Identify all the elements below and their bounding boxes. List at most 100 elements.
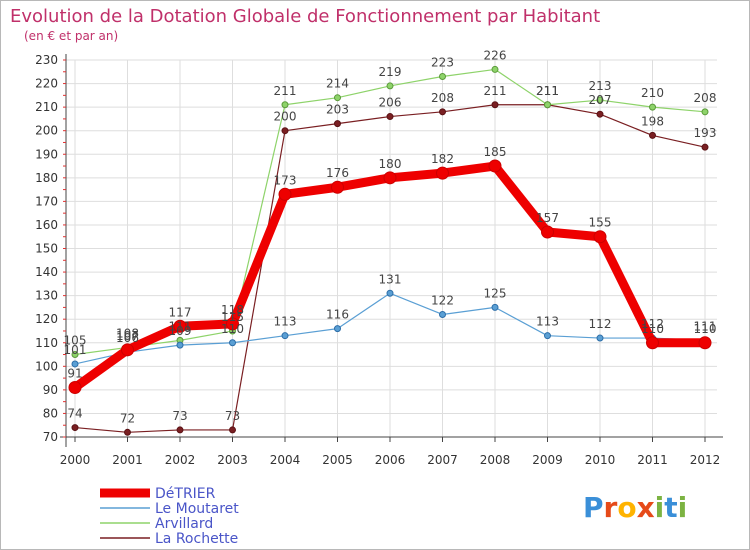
data-label: 108 <box>116 326 139 340</box>
data-point <box>439 72 446 80</box>
x-tick-label: 2011 <box>637 453 668 467</box>
logo-letter: o <box>617 491 636 524</box>
data-label: 117 <box>169 305 192 319</box>
logo-letter: r <box>604 491 618 524</box>
data-label: 155 <box>589 216 612 230</box>
data-label: 206 <box>379 96 402 110</box>
data-label: 111 <box>694 319 717 333</box>
data-label: 226 <box>484 48 507 62</box>
data-label: 211 <box>484 84 507 98</box>
chart-subtitle: (en € et par an) <box>24 29 118 43</box>
data-label: 122 <box>431 293 454 307</box>
series-la-rochette <box>71 101 709 436</box>
data-point <box>491 303 499 311</box>
x-tick-label: 2003 <box>217 453 248 467</box>
data-label: 112 <box>641 317 664 331</box>
data-label: 173 <box>274 173 297 187</box>
logo-letter: i <box>678 491 688 524</box>
data-label: 211 <box>536 84 559 98</box>
data-label: 208 <box>694 91 717 105</box>
data-label: 109 <box>169 324 192 338</box>
data-point <box>281 127 289 135</box>
data-point <box>386 289 394 297</box>
data-point <box>439 108 446 116</box>
y-tick-label: 180 <box>35 171 58 185</box>
series-arvillard <box>71 65 709 359</box>
data-point <box>68 381 82 395</box>
y-tick-label: 70 <box>43 430 58 444</box>
data-point <box>229 426 236 434</box>
data-label: 110 <box>694 322 717 336</box>
data-point <box>541 225 554 239</box>
x-tick-label: 2001 <box>112 453 143 467</box>
y-tick-label: 110 <box>35 336 58 350</box>
data-label: 223 <box>431 55 454 69</box>
data-label: 73 <box>225 409 240 423</box>
data-point <box>596 110 604 118</box>
data-point <box>596 334 604 342</box>
data-label: 112 <box>589 317 612 331</box>
data-label: 213 <box>589 79 612 93</box>
data-point <box>71 351 79 359</box>
data-label: 110 <box>221 322 244 336</box>
logo-letter: x <box>637 491 655 524</box>
data-label: 73 <box>172 409 187 423</box>
data-label: 113 <box>536 315 559 329</box>
y-tick-label: 200 <box>35 124 58 138</box>
data-point <box>593 230 607 244</box>
data-label: 101 <box>64 343 87 357</box>
x-tick-label: 2004 <box>270 453 301 467</box>
proxiti-logo: Proxiti <box>583 491 687 524</box>
y-tick-label: 100 <box>35 359 58 373</box>
data-label: 176 <box>326 166 349 180</box>
data-label: 113 <box>274 315 297 329</box>
data-label: 105 <box>64 334 87 348</box>
data-label: 180 <box>379 157 402 171</box>
y-tick-label: 80 <box>43 406 58 420</box>
data-label: 208 <box>431 91 454 105</box>
data-point <box>281 101 289 109</box>
legend-label-arvillard: Arvillard <box>155 516 213 532</box>
data-point <box>278 187 292 201</box>
data-label: 207 <box>589 93 612 107</box>
data-label: 116 <box>326 308 349 322</box>
data-label: 111 <box>169 319 192 333</box>
y-tick-label: 230 <box>35 53 58 67</box>
logo-letter: P <box>583 491 604 524</box>
x-tick-label: 2008 <box>480 453 511 467</box>
data-point <box>176 426 184 434</box>
data-label: 74 <box>67 407 82 421</box>
data-label: 72 <box>120 411 135 425</box>
axes: 7080901001101201301401501601701801902002… <box>35 53 723 467</box>
data-point <box>701 143 709 151</box>
data-point <box>544 332 551 340</box>
data-label: 107 <box>116 329 139 343</box>
x-tick-label: 2002 <box>165 453 196 467</box>
data-label: 211 <box>274 84 297 98</box>
data-point <box>439 310 446 318</box>
legend-label-le-moutaret: Le Moutaret <box>155 501 239 517</box>
data-point <box>649 103 656 111</box>
data-label: 91 <box>67 367 82 381</box>
x-tick-label: 2005 <box>322 453 353 467</box>
data-point <box>596 96 604 104</box>
legend-label-la-rochette: La Rochette <box>155 531 238 547</box>
y-tick-label: 160 <box>35 218 58 232</box>
y-tick-label: 190 <box>35 147 58 161</box>
x-tick-label: 2000 <box>60 453 91 467</box>
data-label: 219 <box>379 65 402 79</box>
y-tick-label: 130 <box>35 289 58 303</box>
data-point <box>544 101 551 109</box>
data-label: 110 <box>641 322 664 336</box>
data-label: 200 <box>274 110 297 124</box>
data-point <box>176 341 184 349</box>
data-label: 210 <box>641 86 664 100</box>
y-tick-label: 170 <box>35 194 58 208</box>
data-point <box>334 120 341 128</box>
data-point <box>71 424 79 432</box>
data-point <box>383 171 397 185</box>
data-label: 125 <box>484 286 507 300</box>
x-tick-label: 2010 <box>585 453 616 467</box>
